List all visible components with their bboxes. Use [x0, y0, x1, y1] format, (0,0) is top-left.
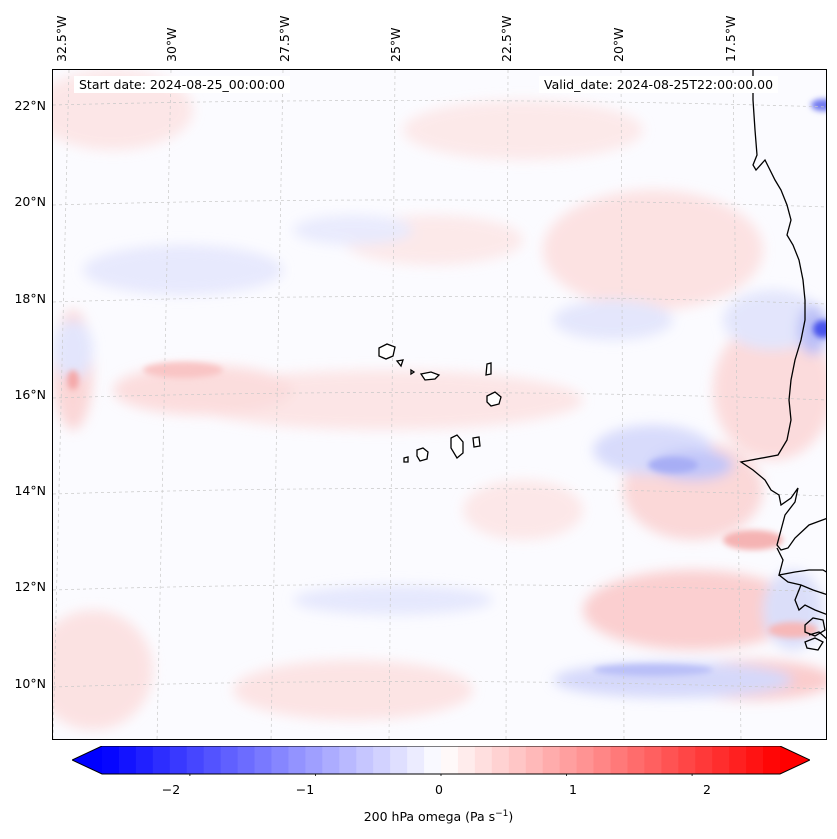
omega-field-detail — [67, 99, 826, 676]
africa-coastline — [739, 70, 826, 651]
colorbar-cell — [407, 746, 425, 774]
map-panel[interactable] — [52, 69, 827, 740]
island-santa-luzia — [410, 368, 416, 376]
lat-label-20n: 20°N — [14, 194, 46, 209]
colorbar-extend-max — [780, 746, 810, 774]
omega-field-map — [53, 70, 826, 739]
island-boa-vista — [486, 391, 502, 407]
colorbar-cell — [491, 746, 510, 774]
colorbar-label-end: ) — [508, 809, 514, 825]
colorbar-label-exponent: −1 — [495, 809, 509, 819]
start-date-label: Start date: 2024-08-25_00:00:00 — [74, 76, 290, 93]
colorbar-cell — [102, 746, 120, 774]
colorbar-cell — [220, 746, 239, 774]
colorbar-cell — [118, 746, 137, 774]
colorbar-cell — [186, 746, 205, 774]
colorbar-cell — [169, 746, 188, 774]
lat-label-12n: 12°N — [14, 579, 46, 594]
colorbar-cell — [356, 746, 374, 774]
colorbar-tick-label-m2: −2 — [161, 782, 181, 797]
colorbar-cell — [644, 746, 662, 774]
lat-label-18n: 18°N — [14, 291, 46, 306]
colorbar-cell — [678, 746, 696, 774]
lon-label-32-5w: 32.5°W — [54, 15, 69, 62]
colorbar-cell — [593, 746, 612, 774]
colorbar-cell — [271, 746, 290, 774]
island-sao-vicente — [395, 359, 404, 368]
colorbar-cell — [610, 746, 629, 774]
colorbar-cell — [661, 746, 679, 774]
colorbar-tick-label-1: 1 — [569, 782, 577, 797]
colorbar-cell — [203, 746, 222, 774]
lon-label-30w: 30°W — [164, 27, 179, 62]
colorbar-cell — [441, 746, 459, 774]
island-santo-antao — [378, 343, 396, 360]
colorbar-cell — [627, 746, 645, 774]
colorbar-cell — [339, 746, 357, 774]
lon-label-17-5w: 17.5°W — [723, 15, 738, 62]
colorbar-tick-label-0: 0 — [435, 782, 443, 797]
colorbar-cell — [695, 746, 713, 774]
colorbar-label: 200 hPa omega (Pa s−1) — [0, 809, 837, 824]
colorbar-label-main: 200 hPa omega (Pa s — [363, 809, 496, 825]
colorbar-cell — [746, 746, 764, 774]
lat-label-16n: 16°N — [14, 387, 46, 402]
cape-verde-islands — [378, 343, 502, 463]
colorbar-cell — [474, 746, 493, 774]
colorbar-cell — [559, 746, 578, 774]
colorbar-extend-min — [72, 746, 102, 774]
colorbar-cell — [152, 746, 171, 774]
valid-date-label: Valid_date: 2024-08-25T22:00:00.00 — [539, 76, 779, 93]
colorbar-cell — [135, 746, 154, 774]
island-brava — [403, 456, 409, 463]
island-santiago — [450, 434, 464, 459]
colorbar-cell — [237, 746, 256, 774]
island-fogo — [416, 447, 429, 462]
colorbar-cell — [763, 746, 781, 774]
colorbar-cell — [373, 746, 391, 774]
colorbar-cell — [729, 746, 747, 774]
colorbar-cell — [542, 746, 561, 774]
lat-label-10n: 10°N — [14, 676, 46, 691]
island-sal — [485, 362, 492, 376]
colorbar-cells — [72, 746, 810, 774]
colorbar-cell — [424, 746, 442, 774]
colorbar-outline — [72, 746, 810, 775]
colorbar-cell — [576, 746, 595, 774]
colorbar-cell — [712, 746, 730, 774]
colorbar-cell — [288, 746, 306, 774]
colorbar-tick-marks — [189, 774, 693, 776]
colorbar-cell — [457, 746, 476, 774]
lon-label-25w: 25°W — [388, 27, 403, 62]
colorbar-cell — [508, 746, 527, 774]
colorbar-tick-label-m1: −1 — [295, 782, 315, 797]
island-maio — [472, 436, 481, 448]
colorbar-cell — [390, 746, 408, 774]
colorbar-cell — [305, 746, 323, 774]
colorbar-cell — [525, 746, 544, 774]
colorbar-cell — [322, 746, 340, 774]
colorbar-cell — [254, 746, 273, 774]
lat-label-22n: 22°N — [14, 98, 46, 113]
island-sao-nicolau — [419, 371, 441, 381]
lon-label-27-5w: 27.5°W — [277, 15, 292, 62]
colorbar — [72, 746, 810, 776]
lon-label-20w: 20°W — [611, 27, 626, 62]
lat-label-14n: 14°N — [14, 483, 46, 498]
lon-label-22-5w: 22.5°W — [499, 15, 514, 62]
colorbar-tick-label-2: 2 — [703, 782, 711, 797]
graticule-gridlines — [53, 70, 826, 739]
